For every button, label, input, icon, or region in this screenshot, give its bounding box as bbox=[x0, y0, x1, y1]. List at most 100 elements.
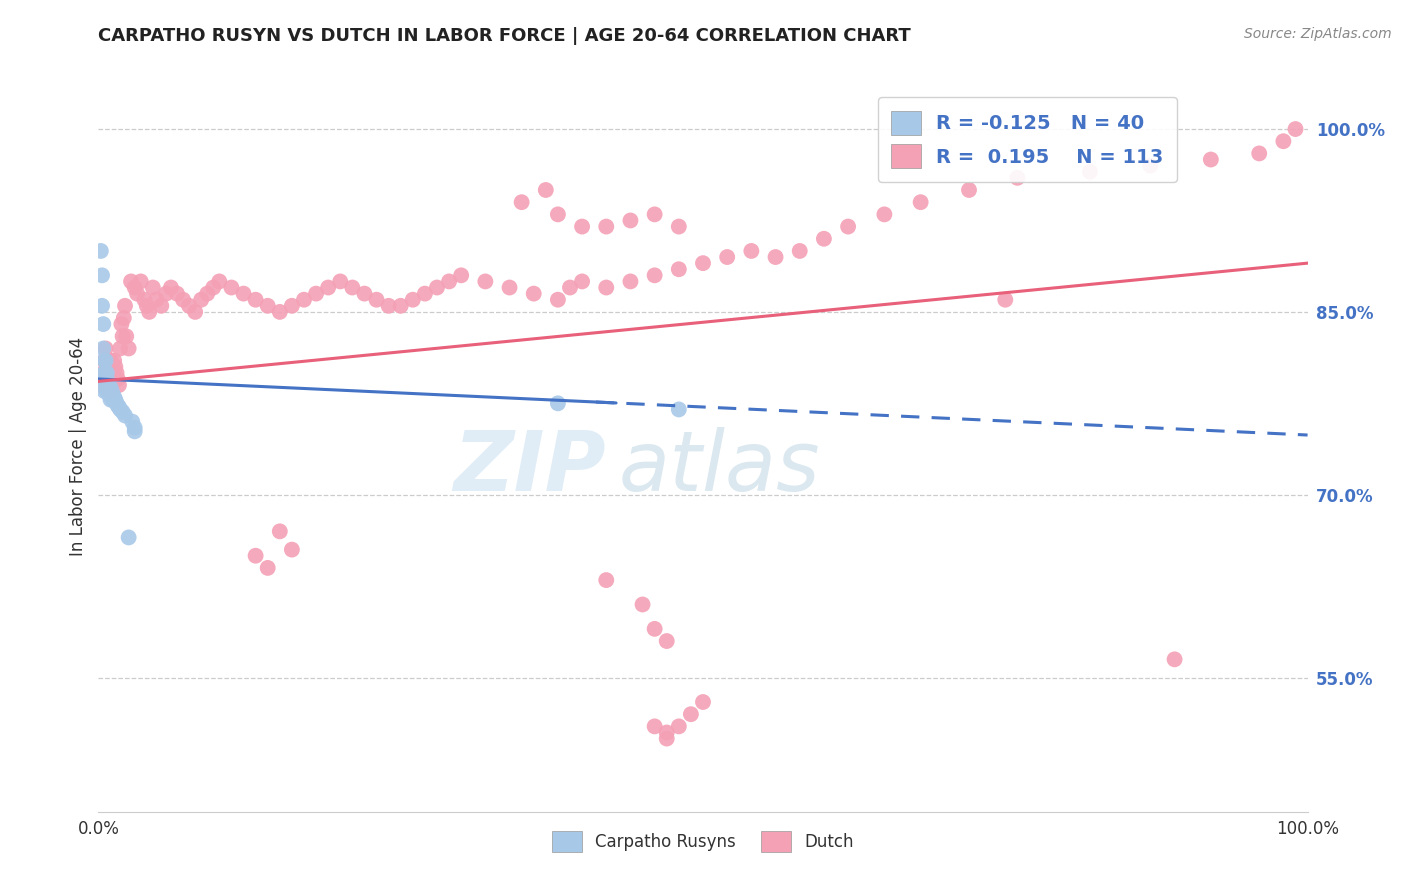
Point bbox=[245, 549, 267, 563]
Point bbox=[389, 299, 412, 313]
Point bbox=[190, 293, 212, 307]
Point bbox=[644, 207, 666, 221]
Point bbox=[595, 219, 617, 234]
Point bbox=[619, 274, 641, 288]
Point bbox=[644, 268, 666, 283]
Point bbox=[93, 353, 115, 368]
Point bbox=[692, 256, 714, 270]
Point bbox=[437, 274, 460, 288]
Point bbox=[353, 286, 375, 301]
Point bbox=[129, 274, 152, 288]
Point bbox=[101, 372, 124, 386]
Point bbox=[679, 707, 702, 722]
Point bbox=[94, 353, 117, 368]
Point bbox=[232, 286, 254, 301]
Point bbox=[523, 286, 546, 301]
Point bbox=[873, 207, 896, 221]
Point bbox=[142, 280, 165, 294]
Point bbox=[107, 399, 129, 413]
Y-axis label: In Labor Force | Age 20-64: In Labor Force | Age 20-64 bbox=[69, 336, 87, 556]
Point bbox=[510, 195, 533, 210]
Point bbox=[910, 195, 932, 210]
Text: atlas: atlas bbox=[619, 427, 820, 508]
Point bbox=[184, 305, 207, 319]
Point bbox=[256, 299, 278, 313]
Point bbox=[93, 353, 115, 368]
Point bbox=[413, 286, 436, 301]
Point bbox=[111, 329, 134, 343]
Point bbox=[619, 213, 641, 227]
Point bbox=[108, 342, 131, 356]
Point bbox=[101, 388, 124, 402]
Point bbox=[100, 380, 122, 394]
Point bbox=[98, 388, 121, 402]
Point bbox=[112, 311, 135, 326]
Point bbox=[100, 353, 122, 368]
Point bbox=[98, 384, 121, 399]
Point bbox=[93, 384, 115, 399]
Point bbox=[105, 366, 128, 380]
Point bbox=[740, 244, 762, 258]
Point bbox=[547, 207, 569, 221]
Point bbox=[957, 183, 980, 197]
Point bbox=[765, 250, 787, 264]
Point bbox=[716, 250, 738, 264]
Point bbox=[644, 622, 666, 636]
Point bbox=[994, 293, 1017, 307]
Point bbox=[498, 280, 520, 294]
Point bbox=[104, 392, 127, 407]
Point bbox=[160, 280, 183, 294]
Point bbox=[91, 366, 114, 380]
Point bbox=[547, 293, 569, 307]
Point bbox=[256, 561, 278, 575]
Point bbox=[668, 719, 690, 733]
Point bbox=[108, 400, 131, 414]
Point bbox=[100, 390, 122, 404]
Point bbox=[668, 219, 690, 234]
Point bbox=[179, 299, 201, 313]
Point bbox=[1199, 153, 1222, 167]
Point bbox=[245, 293, 267, 307]
Point bbox=[595, 573, 617, 587]
Point bbox=[474, 274, 496, 288]
Point bbox=[655, 725, 678, 739]
Point bbox=[103, 390, 125, 404]
Point bbox=[94, 378, 117, 392]
Point bbox=[342, 280, 364, 294]
Point bbox=[100, 392, 122, 407]
Point bbox=[281, 542, 304, 557]
Point bbox=[134, 293, 156, 307]
Point bbox=[97, 378, 120, 392]
Point bbox=[103, 353, 125, 368]
Point bbox=[595, 280, 617, 294]
Point bbox=[269, 524, 291, 539]
Point bbox=[107, 372, 129, 386]
Point bbox=[91, 299, 114, 313]
Point bbox=[124, 280, 146, 294]
Text: Source: ZipAtlas.com: Source: ZipAtlas.com bbox=[1244, 27, 1392, 41]
Point bbox=[91, 317, 114, 331]
Point bbox=[120, 274, 142, 288]
Point bbox=[93, 366, 115, 380]
Point bbox=[91, 268, 114, 283]
Point bbox=[94, 366, 117, 380]
Point bbox=[1078, 164, 1101, 178]
Point bbox=[558, 280, 581, 294]
Point bbox=[145, 293, 167, 307]
Point bbox=[97, 384, 120, 399]
Text: CARPATHO RUSYN VS DUTCH IN LABOR FORCE | AGE 20-64 CORRELATION CHART: CARPATHO RUSYN VS DUTCH IN LABOR FORCE |… bbox=[98, 27, 911, 45]
Point bbox=[195, 286, 218, 301]
Point bbox=[1284, 122, 1306, 136]
Point bbox=[96, 366, 118, 380]
Point bbox=[110, 317, 132, 331]
Point bbox=[305, 286, 328, 301]
Point bbox=[111, 405, 134, 419]
Text: ZIP: ZIP bbox=[454, 427, 606, 508]
Point bbox=[571, 274, 593, 288]
Point bbox=[124, 425, 146, 439]
Point bbox=[101, 392, 124, 407]
Point bbox=[91, 378, 114, 392]
Point bbox=[114, 409, 136, 423]
Point bbox=[377, 299, 399, 313]
Point bbox=[221, 280, 243, 294]
